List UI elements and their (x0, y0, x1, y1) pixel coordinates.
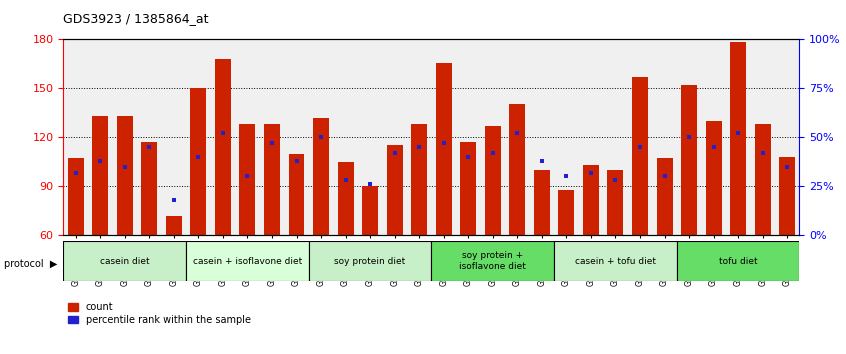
Bar (558, 189, 574, 235)
Bar (215, 58, 231, 235)
Bar (730, 42, 746, 235)
Bar (190, 88, 206, 235)
Text: soy protein +
isoflavone diet: soy protein + isoflavone diet (459, 251, 526, 271)
Text: GDS3923 / 1385864_at: GDS3923 / 1385864_at (63, 12, 209, 25)
Bar (706, 121, 722, 235)
Text: casein diet: casein diet (100, 257, 150, 266)
Bar (431, 241, 554, 281)
Text: casein + isoflavone diet: casein + isoflavone diet (193, 257, 302, 266)
Bar (677, 241, 799, 281)
Bar (68, 159, 84, 235)
Bar (534, 170, 550, 235)
Bar (117, 116, 133, 235)
Bar (288, 154, 305, 235)
Text: soy protein diet: soy protein diet (334, 257, 406, 266)
Bar (92, 116, 108, 235)
Bar (387, 145, 403, 235)
Bar (460, 142, 476, 235)
Bar (411, 124, 427, 235)
Bar (755, 124, 771, 235)
Bar (554, 241, 677, 281)
Text: casein + tofu diet: casein + tofu diet (575, 257, 656, 266)
Bar (779, 157, 795, 235)
Bar (362, 186, 378, 235)
Bar (239, 124, 255, 235)
Bar (607, 170, 624, 235)
Bar (656, 159, 673, 235)
Bar (186, 241, 309, 281)
Legend: count, percentile rank within the sample: count, percentile rank within the sample (69, 302, 250, 325)
Bar (166, 216, 182, 235)
Bar (63, 241, 186, 281)
Text: protocol  ▶: protocol ▶ (4, 259, 58, 269)
Bar (583, 165, 599, 235)
Bar (338, 162, 354, 235)
Bar (313, 118, 329, 235)
Bar (681, 85, 697, 235)
Bar (485, 126, 501, 235)
Bar (436, 63, 452, 235)
Bar (632, 76, 648, 235)
Bar (141, 142, 157, 235)
Bar (509, 104, 525, 235)
Text: tofu diet: tofu diet (719, 257, 757, 266)
Bar (264, 124, 280, 235)
Bar (309, 241, 431, 281)
